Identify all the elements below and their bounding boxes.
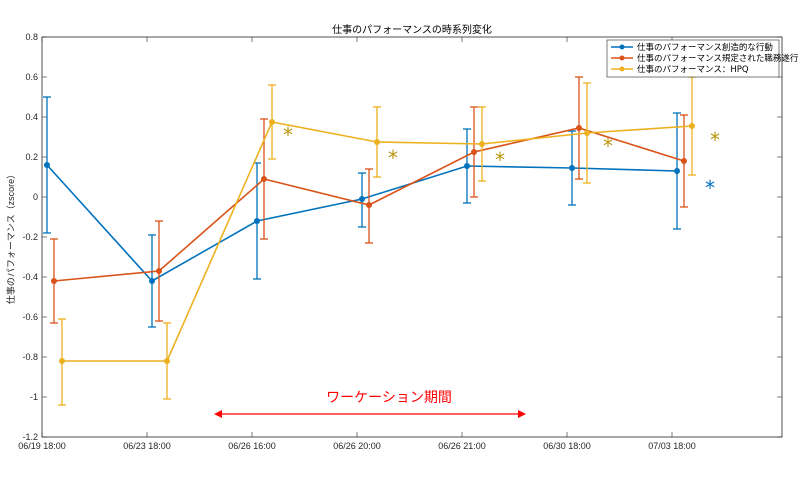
data-point (261, 176, 267, 182)
x-tick-label: 06/30 18:00 (543, 441, 591, 451)
legend-marker (619, 55, 625, 61)
x-tick-label: 06/26 20:00 (333, 441, 381, 451)
data-point (366, 202, 372, 208)
y-tick-label: -0.2 (22, 232, 38, 242)
x-tick-label: 06/23 18:00 (123, 441, 171, 451)
y-tick-label: -1.2 (22, 432, 38, 442)
annotation-text: ワーケーション期間 (326, 390, 452, 406)
data-point (584, 130, 590, 136)
annotation: ワーケーション期間 (214, 390, 526, 418)
y-tick-label: 0.6 (25, 72, 38, 82)
data-point (576, 125, 582, 131)
x-tick-label: 06/26 21:00 (438, 441, 486, 451)
series-2 (50, 76, 688, 324)
significance-asterisk: * (283, 123, 293, 147)
series-1 (43, 96, 681, 328)
data-point (254, 218, 260, 224)
data-point (164, 358, 170, 364)
data-point (44, 162, 50, 168)
significance-asterisk: * (388, 146, 398, 170)
y-tick-label: -0.4 (22, 272, 38, 282)
significance-asterisk: * (710, 128, 720, 152)
legend: 仕事のパフォーマンス創造的な行動仕事のパフォーマンス規定された職務遂行仕事のパフ… (606, 39, 799, 78)
y-tick-label: 0.8 (25, 32, 38, 42)
x-tick-label: 07/03 18:00 (648, 441, 696, 451)
chart-title: 仕事のパフォーマンスの時系列変化 (332, 23, 492, 36)
legend-label: 仕事のパフォーマンス：HPQ (637, 64, 749, 75)
data-point (59, 358, 65, 364)
legend-marker (619, 66, 625, 72)
significance-asterisk: * (495, 148, 505, 172)
y-tick-label: -0.6 (22, 312, 38, 322)
x-tick-label: 06/26 16:00 (228, 441, 276, 451)
legend-label: 仕事のパフォーマンス創造的な行動 (637, 42, 773, 53)
y-tick-label: -0.8 (22, 352, 38, 362)
y-tick-label: 0.4 (25, 112, 38, 122)
data-point (374, 139, 380, 145)
data-point (359, 196, 365, 202)
y-axis-label: 仕事のパフォーマンス（zscore） (5, 170, 16, 304)
plot-area (41, 36, 783, 438)
data-point (569, 165, 575, 171)
significance-asterisk: * (705, 176, 715, 200)
y-tick-label: 0.2 (25, 152, 38, 162)
data-point (471, 149, 477, 155)
data-point (689, 123, 695, 129)
data-point (464, 163, 470, 169)
data-point (156, 268, 162, 274)
data-point (674, 168, 680, 174)
data-point (149, 278, 155, 284)
y-tick-label: -1 (30, 392, 38, 402)
legend-marker (619, 44, 625, 50)
data-point (681, 158, 687, 164)
arrow-head-left (214, 410, 222, 418)
data-point (269, 119, 275, 125)
significance-asterisk: * (603, 134, 613, 158)
data-point (51, 278, 57, 284)
series-3 (58, 76, 696, 406)
legend-label: 仕事のパフォーマンス規定された職務遂行 (637, 53, 799, 64)
y-tick-label: 0 (33, 192, 38, 202)
data-point (479, 141, 485, 147)
arrow-head-right (518, 410, 526, 418)
x-tick-label: 06/19 18:00 (18, 441, 66, 451)
